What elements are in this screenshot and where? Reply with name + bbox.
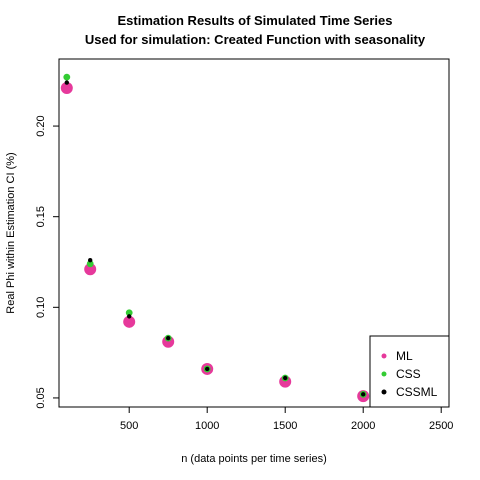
x-tick-label: 2000 <box>351 420 375 432</box>
data-points <box>60 73 370 403</box>
point-css <box>125 309 133 317</box>
x-tick-label: 1500 <box>273 420 297 432</box>
series-ml <box>60 82 370 403</box>
legend-marker-css <box>381 371 387 377</box>
legend-label-ml: ML <box>396 349 413 363</box>
legend: ML CSS CSSML <box>369 335 450 408</box>
y-axis-label: Real Phi within Estimation CI (%) <box>5 152 17 313</box>
point-cssml <box>64 80 70 85</box>
point-cssml <box>127 314 132 319</box>
x-axis: 500 1000 1500 2000 2500 <box>120 407 453 432</box>
point-ml <box>60 82 73 94</box>
point-css <box>63 73 71 81</box>
x-axis-label: n (data points per time series) <box>181 453 327 465</box>
point-cssml <box>205 366 210 372</box>
y-tick-label: 0.20 <box>35 115 47 136</box>
point-ml <box>123 315 136 328</box>
point-cssml <box>361 392 366 397</box>
x-tick-label: 2500 <box>429 420 453 432</box>
legend-label-cssml: CSSML <box>396 385 438 399</box>
legend-label-css: CSS <box>396 367 421 381</box>
x-tick-label: 500 <box>120 420 138 432</box>
series-cssml <box>64 80 366 397</box>
point-ml <box>84 263 97 276</box>
point-css <box>86 260 94 268</box>
y-axis: 0.05 0.10 0.15 0.20 <box>35 115 59 409</box>
series-css <box>63 73 367 398</box>
point-cssml <box>283 375 288 381</box>
y-tick-label: 0.10 <box>35 297 47 318</box>
point-cssml <box>88 257 93 263</box>
y-tick-label: 0.05 <box>35 387 47 408</box>
plot-area <box>58 58 450 408</box>
legend-marker-ml <box>381 353 387 359</box>
point-cssml <box>166 335 171 341</box>
legend-marker-cssml <box>381 389 387 395</box>
chart-subtitle: Used for simulation: Created Function wi… <box>85 32 426 47</box>
x-tick-label: 1000 <box>195 420 219 432</box>
legend-box <box>369 335 450 408</box>
chart-title: Estimation Results of Simulated Time Ser… <box>117 13 392 28</box>
y-tick-label: 0.15 <box>35 206 47 227</box>
